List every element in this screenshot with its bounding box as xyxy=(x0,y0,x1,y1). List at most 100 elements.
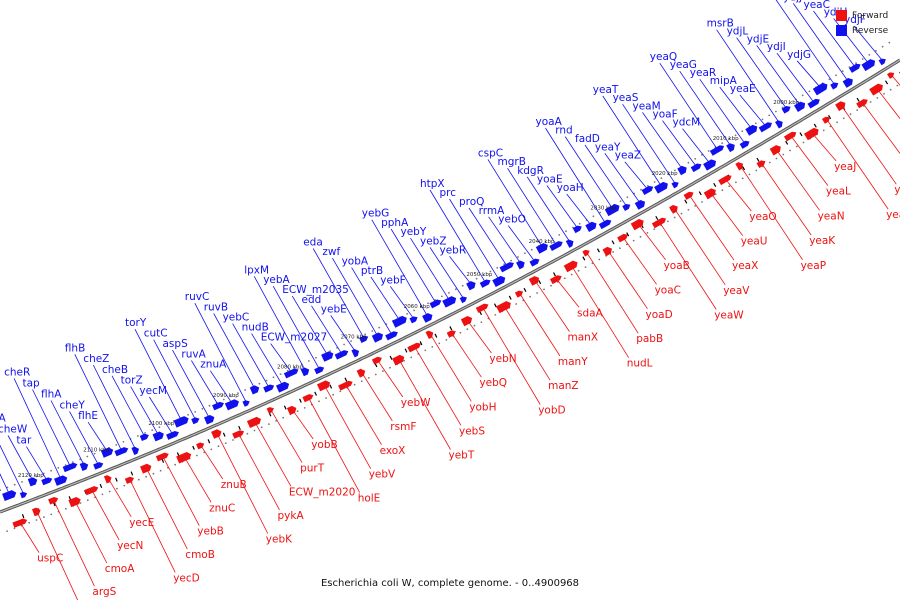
gene-feature-yeak[interactable] xyxy=(756,159,766,168)
gene-label-ecw-m2020[interactable]: ECW_m2020 xyxy=(289,486,356,498)
gene-label-kdgr[interactable]: kdgR xyxy=(517,165,544,177)
gene-feature-yecn[interactable] xyxy=(84,485,99,496)
gene-label-flhb[interactable]: flhB xyxy=(65,342,85,354)
gene-feature-rsmf[interactable] xyxy=(356,368,366,378)
gene-label-rnd[interactable]: rnd xyxy=(555,125,572,137)
gene-label-hole[interactable]: holE xyxy=(358,493,381,505)
gene-feature-ruva[interactable] xyxy=(212,401,224,411)
gene-label-manx[interactable]: manX xyxy=(568,332,599,344)
gene-label-cutc[interactable]: cutC xyxy=(144,328,168,340)
gene-label-cheb[interactable]: cheB xyxy=(102,364,128,376)
gene-feature-yeax[interactable] xyxy=(683,191,694,200)
gene-feature-yebb[interactable] xyxy=(155,452,169,462)
gene-feature-htpx[interactable] xyxy=(479,278,491,288)
gene-label-many[interactable]: manY xyxy=(558,356,588,368)
gene-label-asps[interactable]: aspS xyxy=(163,338,189,350)
gene-feature-ydjh[interactable] xyxy=(861,58,877,72)
gene-feature-tory[interactable] xyxy=(173,415,190,428)
gene-feature-yecd[interactable] xyxy=(124,476,135,484)
gene-feature-hole[interactable] xyxy=(302,393,314,403)
gene-label-edd[interactable]: edd xyxy=(302,294,322,306)
gene-feature-yoaf[interactable] xyxy=(690,162,702,173)
gene-feature-yebn[interactable] xyxy=(460,315,473,327)
gene-feature-tar[interactable] xyxy=(41,477,53,486)
gene-feature-yeav[interactable] xyxy=(669,204,680,214)
gene-feature-yebs[interactable] xyxy=(407,342,422,353)
gene-label-proq[interactable]: proQ xyxy=(459,196,484,208)
gene-label-yeaq[interactable]: yeaQ xyxy=(650,51,677,63)
gene-feature-ppha[interactable] xyxy=(429,298,442,309)
gene-feature-yebw[interactable] xyxy=(371,356,382,365)
gene-feature-yoba[interactable] xyxy=(385,330,399,341)
gene-feature-uspc[interactable] xyxy=(12,518,28,528)
gene-label-yecm[interactable]: yecM xyxy=(139,385,167,397)
gene-label-yeao[interactable]: yeaO xyxy=(749,211,776,223)
gene-label-yoac[interactable]: yoaC xyxy=(655,284,681,296)
gene-feature-yeay[interactable] xyxy=(634,199,646,210)
gene-feature-yeao[interactable] xyxy=(718,174,733,186)
gene-label-ruva[interactable]: ruvA xyxy=(181,349,206,361)
gene-label-manz[interactable]: manZ xyxy=(548,380,579,392)
gene-label-yebs[interactable]: yebS xyxy=(459,425,485,437)
gene-label-znub[interactable]: znuB xyxy=(221,479,247,491)
gene-feature-chew[interactable] xyxy=(27,477,38,487)
gene-label-nudl[interactable]: nudL xyxy=(627,358,653,370)
gene-feature-yeac[interactable] xyxy=(848,63,861,73)
gene-feature-yebc[interactable] xyxy=(263,384,275,393)
gene-label-args[interactable]: argS xyxy=(92,586,116,598)
gene-feature-yeal[interactable] xyxy=(783,130,797,142)
gene-label-msrb[interactable]: msrB xyxy=(707,18,734,30)
gene-feature-cmoa[interactable] xyxy=(68,496,82,508)
gene-feature-args[interactable] xyxy=(48,496,59,505)
gene-label-ydjl[interactable]: ydjL xyxy=(727,26,749,38)
gene-label-yeal[interactable]: yeaL xyxy=(826,186,851,198)
gene-feature-yeah[interactable] xyxy=(835,100,847,112)
gene-feature-gapa[interactable] xyxy=(887,71,895,79)
gene-feature-sdaa[interactable] xyxy=(549,274,562,285)
gene-label-ecw-m2035[interactable]: ECW_m2035 xyxy=(282,284,349,296)
gene-label-ppha[interactable]: pphA xyxy=(381,217,409,229)
gene-feature-edd[interactable] xyxy=(334,349,349,360)
gene-feature-yebo[interactable] xyxy=(529,258,540,267)
gene-feature-yebr[interactable] xyxy=(466,280,477,291)
gene-feature-pyka[interactable] xyxy=(232,429,245,439)
gene-label-tory[interactable]: torY xyxy=(125,317,147,329)
gene-feature-torz[interactable] xyxy=(152,431,165,442)
gene-label-yeaw[interactable]: yeaW xyxy=(714,309,744,321)
gene-label-cmoa[interactable]: cmoA xyxy=(105,563,135,575)
gene-feature-asps[interactable] xyxy=(203,414,215,425)
gene-label-chea[interactable]: cheA xyxy=(0,412,6,424)
gene-feature-yoaa[interactable] xyxy=(598,219,612,230)
gene-feature-nudl[interactable] xyxy=(563,260,579,273)
gene-feature-cheb[interactable] xyxy=(139,433,149,442)
gene-feature-tap[interactable] xyxy=(62,462,78,473)
gene-label-yobh[interactable]: yobH xyxy=(469,401,496,413)
gene-label-uspc[interactable]: uspC xyxy=(37,553,63,565)
gene-label-znua[interactable]: znuA xyxy=(200,359,227,371)
gene-label-yean[interactable]: yeaN xyxy=(818,210,845,222)
gene-label-yeam[interactable]: yeaM xyxy=(633,100,661,112)
gene-label-ydjj[interactable]: ydjJ xyxy=(783,0,802,3)
gene-feature-yoad[interactable] xyxy=(602,246,613,257)
gene-feature-ecw-m2027[interactable] xyxy=(283,368,299,379)
gene-label-fadd[interactable]: fadD xyxy=(575,133,600,145)
gene-feature-yebq[interactable] xyxy=(446,329,456,338)
gene-feature-many[interactable] xyxy=(514,290,524,298)
gene-label-zwf[interactable]: zwf xyxy=(322,246,340,258)
gene-feature-yean[interactable] xyxy=(769,144,782,156)
gene-label-yoaa[interactable]: yoaA xyxy=(536,116,563,128)
gene-label-tap[interactable]: tap xyxy=(23,378,41,390)
gene-label-nudb[interactable]: nudB xyxy=(242,322,269,334)
gene-label-eda[interactable]: eda xyxy=(303,237,323,249)
gene-label-yeby[interactable]: yebY xyxy=(401,226,427,238)
gene-feature-ptrb[interactable] xyxy=(391,315,408,328)
gene-label-yebb[interactable]: yebB xyxy=(197,526,224,538)
gene-feature-ecw-m2035[interactable] xyxy=(321,350,335,362)
gene-feature-exox[interactable] xyxy=(338,380,354,391)
gene-label-yeay[interactable]: yeaY xyxy=(595,141,621,153)
gene-feature-yeae[interactable] xyxy=(758,121,773,133)
gene-label-chey[interactable]: cheY xyxy=(60,399,86,411)
gene-feature-znua[interactable] xyxy=(224,398,240,411)
gene-feature-yebg[interactable] xyxy=(422,312,434,323)
gene-feature-rnd[interactable] xyxy=(604,203,621,217)
